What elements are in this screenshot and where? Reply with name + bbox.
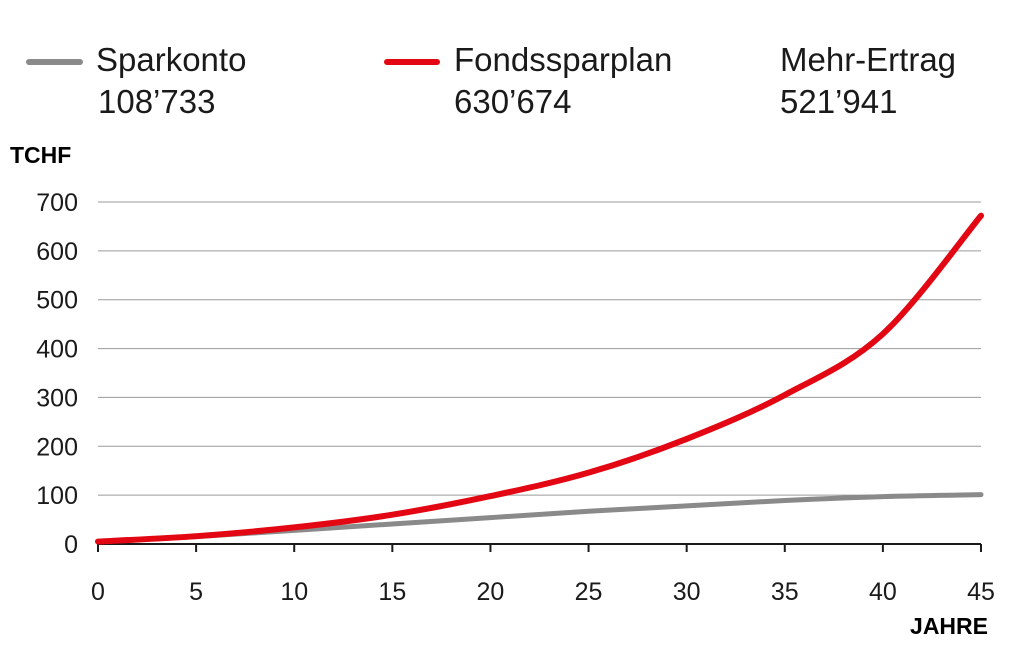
y-axis-title: TCHF <box>10 142 71 168</box>
y-tick-label-500: 500 <box>36 287 78 315</box>
grid-lines <box>98 201 981 496</box>
legend-label-fondssparplan: Fondssparplan <box>454 41 673 78</box>
series-lines <box>95 212 984 545</box>
legend-label-sparkonto: Sparkonto <box>96 41 247 78</box>
x-tick-label-5: 5 <box>189 578 203 606</box>
x-tick-label-15: 15 <box>378 578 406 606</box>
y-tick-label-300: 300 <box>36 384 78 412</box>
y-tick-label-700: 700 <box>36 189 78 217</box>
x-axis-title: JAHRE <box>910 613 988 639</box>
x-tick-label-0: 0 <box>91 578 105 606</box>
legend-swatch-fondssparplan <box>384 59 440 65</box>
y-tick-label-200: 200 <box>36 433 78 461</box>
legend-value-fondssparplan: 630’674 <box>454 83 572 120</box>
x-tick-label-10: 10 <box>280 578 308 606</box>
legend-value-sparkonto: 108’733 <box>98 83 216 120</box>
y-tick-label-400: 400 <box>36 336 78 364</box>
x-tick-label-40: 40 <box>869 578 897 606</box>
x-tick-label-30: 30 <box>673 578 701 606</box>
x-tick-label-20: 20 <box>477 578 505 606</box>
legend-swatch-sparkonto <box>26 59 83 65</box>
x-tick-label-25: 25 <box>575 578 603 606</box>
x-tick-label-45: 45 <box>967 578 995 606</box>
series-line-fondssparplan <box>95 212 984 545</box>
y-axis-ticks: 0 100 200 300 400 500 600 700 <box>36 189 78 559</box>
y-tick-label-0: 0 <box>64 531 78 559</box>
y-tick-label-100: 100 <box>36 482 78 510</box>
y-tick-label-600: 600 <box>36 238 78 266</box>
x-tick-label-35: 35 <box>771 578 799 606</box>
legend-value-mehr-ertrag: 521’941 <box>780 83 898 120</box>
x-axis-ticks: 0 5 10 15 20 25 30 35 40 45 <box>91 543 995 606</box>
legend-label-mehr-ertrag: Mehr-Ertrag <box>780 41 957 78</box>
